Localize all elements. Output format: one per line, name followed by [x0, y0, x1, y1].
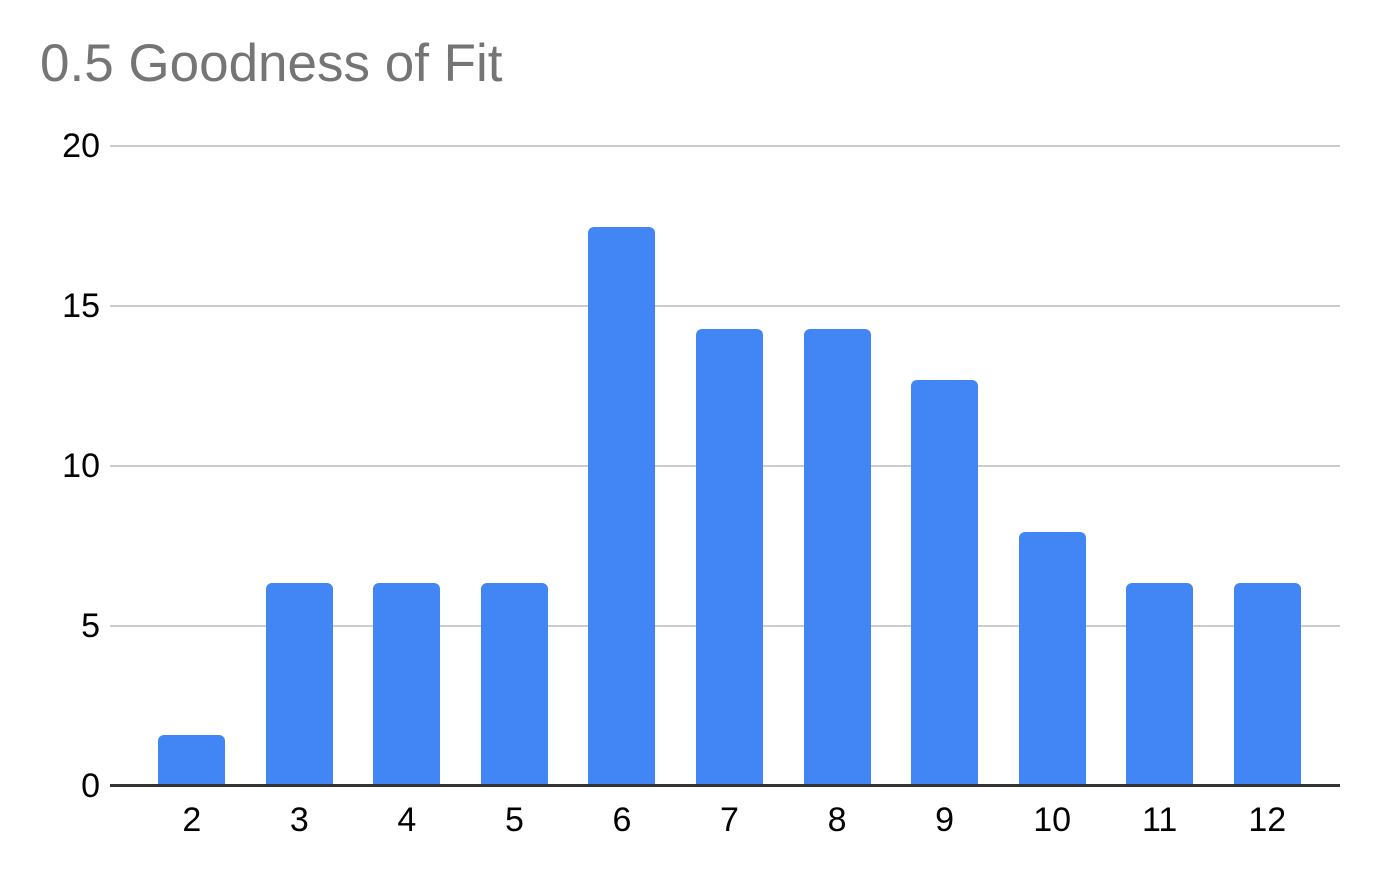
- bar-slot-11: [1106, 146, 1214, 786]
- bar-slot-4: [353, 146, 461, 786]
- x-axis-line: [110, 784, 1340, 787]
- bar-slot-8: [783, 146, 891, 786]
- bar-2: [158, 735, 226, 786]
- bar-12: [1233, 582, 1301, 786]
- bar-8: [803, 328, 871, 786]
- bar-slot-7: [676, 146, 784, 786]
- y-tick-label-20: 20: [62, 127, 100, 165]
- bar-series: [138, 146, 1321, 786]
- bar-slot-2: [138, 146, 246, 786]
- y-tick-label-10: 10: [62, 447, 100, 485]
- y-tick-label-5: 5: [81, 607, 100, 645]
- x-tick-label-11: 11: [1142, 801, 1178, 839]
- x-tick-label-5: 5: [504, 801, 524, 839]
- bar-slot-5: [461, 146, 569, 786]
- x-tick-label-8: 8: [827, 801, 847, 839]
- plot-area: [110, 145, 1340, 787]
- bar-11: [1126, 582, 1194, 786]
- bar-slot-10: [998, 146, 1106, 786]
- x-tick-label-6: 6: [612, 801, 632, 839]
- bar-slot-3: [246, 146, 354, 786]
- bar-5: [480, 582, 548, 786]
- x-tick-label-12: 12: [1248, 801, 1287, 839]
- x-tick-label-4: 4: [397, 801, 417, 839]
- bar-slot-12: [1213, 146, 1321, 786]
- x-tick-label-10: 10: [1033, 801, 1072, 839]
- bar-10: [1018, 531, 1086, 786]
- gridline-20: [110, 145, 1340, 147]
- bar-7: [696, 328, 763, 786]
- gridline-15: [110, 305, 1340, 307]
- y-tick-label-15: 15: [62, 287, 100, 325]
- bar-9: [911, 379, 979, 786]
- x-tick-label-3: 3: [289, 801, 309, 839]
- bar-4: [373, 582, 441, 786]
- bar-slot-9: [891, 146, 999, 786]
- x-tick-label-9: 9: [935, 801, 955, 839]
- y-axis-labels: 0 5 10 15 20: [0, 0, 100, 878]
- x-tick-label-2: 2: [182, 801, 202, 839]
- bar-3: [265, 582, 333, 786]
- bar-slot-6: [568, 146, 676, 786]
- bar-6: [588, 227, 656, 786]
- y-tick-label-0: 0: [81, 767, 100, 805]
- chart-title: 0.5 Goodness of Fit: [40, 34, 503, 93]
- x-axis-labels: 2 3 4 5 6 7 8 9 10 11 12: [138, 798, 1321, 842]
- x-tick-label-7: 7: [720, 801, 739, 839]
